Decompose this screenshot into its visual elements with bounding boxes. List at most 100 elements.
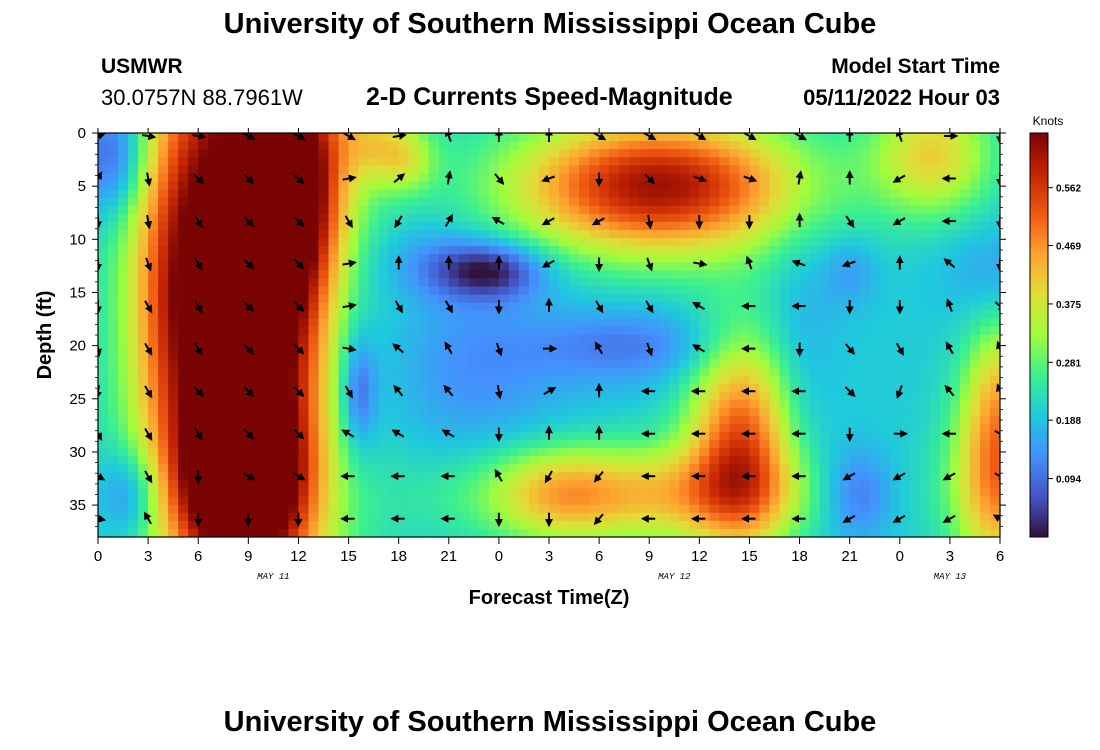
heat-cell <box>198 221 209 231</box>
heat-cell <box>468 464 480 473</box>
heat-cell <box>779 431 791 441</box>
heat-cell <box>188 391 199 401</box>
heat-cell <box>248 528 259 537</box>
heat-cell <box>448 238 460 247</box>
heat-cell <box>428 464 440 473</box>
heat-cell <box>769 496 781 506</box>
heat-cell <box>118 141 129 150</box>
heat-cell <box>819 205 831 215</box>
heat-cell <box>418 246 430 255</box>
heat-cell <box>549 221 560 231</box>
heat-cell <box>929 302 941 312</box>
heat-cell <box>498 205 510 215</box>
heat-cell <box>859 375 871 385</box>
heat-cell <box>318 335 330 344</box>
heat-cell <box>398 351 410 360</box>
heat-cell <box>168 343 179 352</box>
current-vector-arrow <box>444 300 453 314</box>
heat-cell <box>98 205 109 215</box>
heat-cell <box>869 335 881 344</box>
heat-cell <box>759 407 771 417</box>
current-vector-arrow <box>845 343 856 356</box>
heat-cell <box>799 367 811 376</box>
heat-cell <box>689 310 700 320</box>
heat-cell <box>138 165 149 174</box>
heat-cell <box>769 318 781 328</box>
heat-cell <box>989 181 1000 191</box>
heat-cell <box>879 133 891 142</box>
heat-cell <box>298 270 310 280</box>
heat-cell <box>939 351 951 360</box>
heat-cell <box>428 383 440 393</box>
heat-cell <box>118 270 129 280</box>
heat-cell <box>228 407 239 417</box>
heat-cell <box>308 528 320 537</box>
heat-cell <box>859 423 871 433</box>
heat-cell <box>569 141 580 150</box>
heat-cell <box>208 520 219 530</box>
heat-cell <box>368 343 380 352</box>
heat-cell <box>478 391 490 401</box>
heat-cell <box>118 229 129 239</box>
heat-cell <box>549 310 560 320</box>
heat-cell <box>368 472 380 482</box>
heat-cell <box>569 375 580 385</box>
heat-cell <box>629 278 640 288</box>
heat-cell <box>488 262 500 271</box>
heat-cell <box>218 229 229 239</box>
heat-cell <box>819 278 831 288</box>
heat-cell <box>659 391 670 401</box>
heat-cell <box>478 480 490 490</box>
heat-cell <box>228 318 239 328</box>
heat-cell <box>378 480 390 490</box>
heat-cell <box>989 391 1000 401</box>
heat-cell <box>298 480 310 490</box>
heat-cell <box>579 254 590 263</box>
heat-cell <box>488 205 500 215</box>
heat-cell <box>859 512 871 522</box>
heat-cell <box>729 310 741 320</box>
heat-cell <box>158 262 169 271</box>
heat-cell <box>248 262 259 271</box>
heat-cell <box>338 391 350 401</box>
heat-cell <box>909 448 921 457</box>
heat-cell <box>118 157 129 166</box>
heat-cell <box>619 520 630 530</box>
heat-cell <box>318 238 330 247</box>
heat-cell <box>428 326 440 336</box>
heat-cell <box>579 335 590 344</box>
heat-cell <box>298 528 310 537</box>
heat-cell <box>418 326 430 336</box>
heat-cell <box>148 165 159 174</box>
heat-cell <box>729 464 741 473</box>
heat-cell <box>138 488 149 498</box>
heat-cell <box>538 318 550 328</box>
heat-cell <box>168 149 179 158</box>
heat-cell <box>168 302 179 312</box>
heat-cell <box>418 512 430 522</box>
heat-cell <box>108 383 119 393</box>
heat-cell <box>669 270 680 280</box>
heat-cell <box>328 302 340 312</box>
heat-cell <box>869 456 881 465</box>
heat-cell <box>248 181 259 191</box>
heat-cell <box>549 512 560 522</box>
heat-cell <box>168 141 179 150</box>
heat-cell <box>358 399 370 409</box>
heat-cell <box>168 512 179 522</box>
heat-cell <box>428 213 440 223</box>
heat-cell <box>979 326 991 336</box>
heat-cell <box>979 407 991 417</box>
heat-cell <box>478 407 490 417</box>
heat-cell <box>569 270 580 280</box>
heat-cell <box>128 488 139 498</box>
heat-cell <box>739 238 751 247</box>
heat-cell <box>959 318 971 328</box>
heat-cell <box>859 488 871 498</box>
heat-cell <box>298 197 310 207</box>
heat-cell <box>639 270 650 280</box>
heat-cell <box>639 391 650 401</box>
heat-cell <box>949 423 961 433</box>
y-tick-label: 20 <box>69 338 86 355</box>
heat-cell <box>789 391 801 401</box>
